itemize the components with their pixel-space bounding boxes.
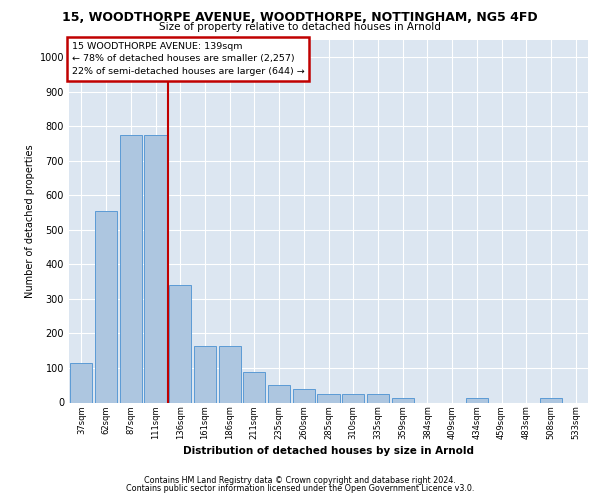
Bar — [540, 398, 562, 402]
Bar — [169, 285, 191, 403]
Bar — [70, 364, 92, 403]
Bar — [95, 210, 117, 402]
Text: Contains HM Land Registry data © Crown copyright and database right 2024.: Contains HM Land Registry data © Crown c… — [144, 476, 456, 485]
Bar — [119, 135, 142, 402]
Bar — [194, 346, 216, 403]
Bar — [317, 394, 340, 402]
Text: 15 WOODTHORPE AVENUE: 139sqm
← 78% of detached houses are smaller (2,257)
22% of: 15 WOODTHORPE AVENUE: 139sqm ← 78% of de… — [71, 42, 304, 76]
Bar — [145, 135, 167, 402]
Bar — [268, 385, 290, 402]
Bar — [342, 394, 364, 402]
Bar — [367, 394, 389, 402]
Y-axis label: Number of detached properties: Number of detached properties — [25, 144, 35, 298]
Bar — [243, 372, 265, 402]
Bar — [466, 398, 488, 402]
Text: 15, WOODTHORPE AVENUE, WOODTHORPE, NOTTINGHAM, NG5 4FD: 15, WOODTHORPE AVENUE, WOODTHORPE, NOTTI… — [62, 11, 538, 24]
X-axis label: Distribution of detached houses by size in Arnold: Distribution of detached houses by size … — [183, 446, 474, 456]
Bar — [218, 346, 241, 403]
Text: Contains public sector information licensed under the Open Government Licence v3: Contains public sector information licen… — [126, 484, 474, 493]
Text: Size of property relative to detached houses in Arnold: Size of property relative to detached ho… — [159, 22, 441, 32]
Bar — [392, 398, 414, 402]
Bar — [293, 390, 315, 402]
